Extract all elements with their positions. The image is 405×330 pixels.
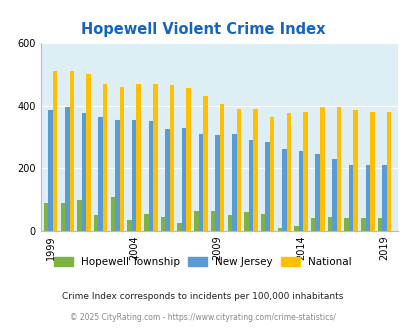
Bar xyxy=(48,110,53,231)
Bar xyxy=(77,200,81,231)
Bar xyxy=(348,165,352,231)
Bar xyxy=(260,214,265,231)
Bar xyxy=(352,110,357,231)
Bar xyxy=(94,215,98,231)
Bar xyxy=(231,134,236,231)
Bar xyxy=(331,159,336,231)
Bar xyxy=(177,223,181,231)
Bar xyxy=(44,203,48,231)
Bar xyxy=(210,211,215,231)
Bar xyxy=(153,84,157,231)
Bar xyxy=(364,165,369,231)
Bar xyxy=(386,112,390,231)
Bar xyxy=(369,112,374,231)
Bar xyxy=(194,211,198,231)
Bar xyxy=(227,215,231,231)
Bar xyxy=(377,218,382,231)
Bar xyxy=(181,128,186,231)
Bar xyxy=(115,120,119,231)
Bar xyxy=(277,228,281,231)
Bar xyxy=(236,109,241,231)
Bar xyxy=(294,226,298,231)
Bar xyxy=(298,151,303,231)
Text: Hopewell Violent Crime Index: Hopewell Violent Crime Index xyxy=(81,22,324,37)
Bar xyxy=(248,140,253,231)
Bar xyxy=(281,149,286,231)
Bar xyxy=(319,107,324,231)
Bar xyxy=(336,107,340,231)
Bar xyxy=(65,107,69,231)
Bar xyxy=(186,88,190,231)
Bar xyxy=(198,134,202,231)
Bar xyxy=(382,165,386,231)
Bar xyxy=(269,116,274,231)
Bar xyxy=(202,96,207,231)
Bar xyxy=(303,112,307,231)
Bar xyxy=(127,220,132,231)
Bar xyxy=(253,109,257,231)
Bar xyxy=(315,154,319,231)
Bar xyxy=(169,85,174,231)
Bar xyxy=(60,203,65,231)
Bar xyxy=(343,218,348,231)
Bar xyxy=(144,214,148,231)
Bar xyxy=(243,212,248,231)
Bar xyxy=(286,114,290,231)
Bar xyxy=(81,114,86,231)
Text: © 2025 CityRating.com - https://www.cityrating.com/crime-statistics/: © 2025 CityRating.com - https://www.city… xyxy=(70,313,335,322)
Bar xyxy=(119,87,124,231)
Bar xyxy=(215,135,219,231)
Bar xyxy=(219,104,224,231)
Bar xyxy=(360,218,364,231)
Bar xyxy=(165,129,169,231)
Text: Crime Index corresponds to incidents per 100,000 inhabitants: Crime Index corresponds to incidents per… xyxy=(62,292,343,301)
Bar xyxy=(148,121,153,231)
Bar xyxy=(136,84,141,231)
Bar xyxy=(53,71,57,231)
Bar xyxy=(98,116,103,231)
Bar xyxy=(103,84,107,231)
Legend: Hopewell Township, New Jersey, National: Hopewell Township, New Jersey, National xyxy=(54,257,351,267)
Bar xyxy=(132,120,136,231)
Bar xyxy=(69,71,74,231)
Bar xyxy=(265,142,269,231)
Bar xyxy=(327,217,331,231)
Bar xyxy=(160,217,165,231)
Bar xyxy=(86,74,91,231)
Bar xyxy=(111,197,115,231)
Bar xyxy=(310,218,315,231)
